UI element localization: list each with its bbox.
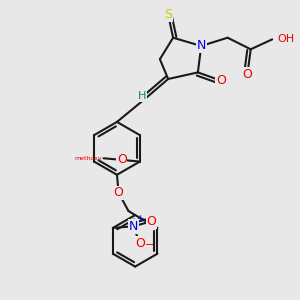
Text: O: O [114,186,124,200]
Text: methoxy: methoxy [74,156,102,161]
Text: +: + [136,214,144,223]
Text: H: H [138,91,146,101]
Text: N: N [196,40,206,52]
Text: S: S [164,8,172,21]
Text: −: − [145,240,154,250]
Text: O: O [117,153,127,167]
Text: O: O [135,237,145,250]
Text: O: O [146,215,156,228]
Text: OH: OH [277,34,294,44]
Text: O: O [242,68,252,80]
Text: O: O [216,74,226,87]
Text: N: N [129,220,138,233]
